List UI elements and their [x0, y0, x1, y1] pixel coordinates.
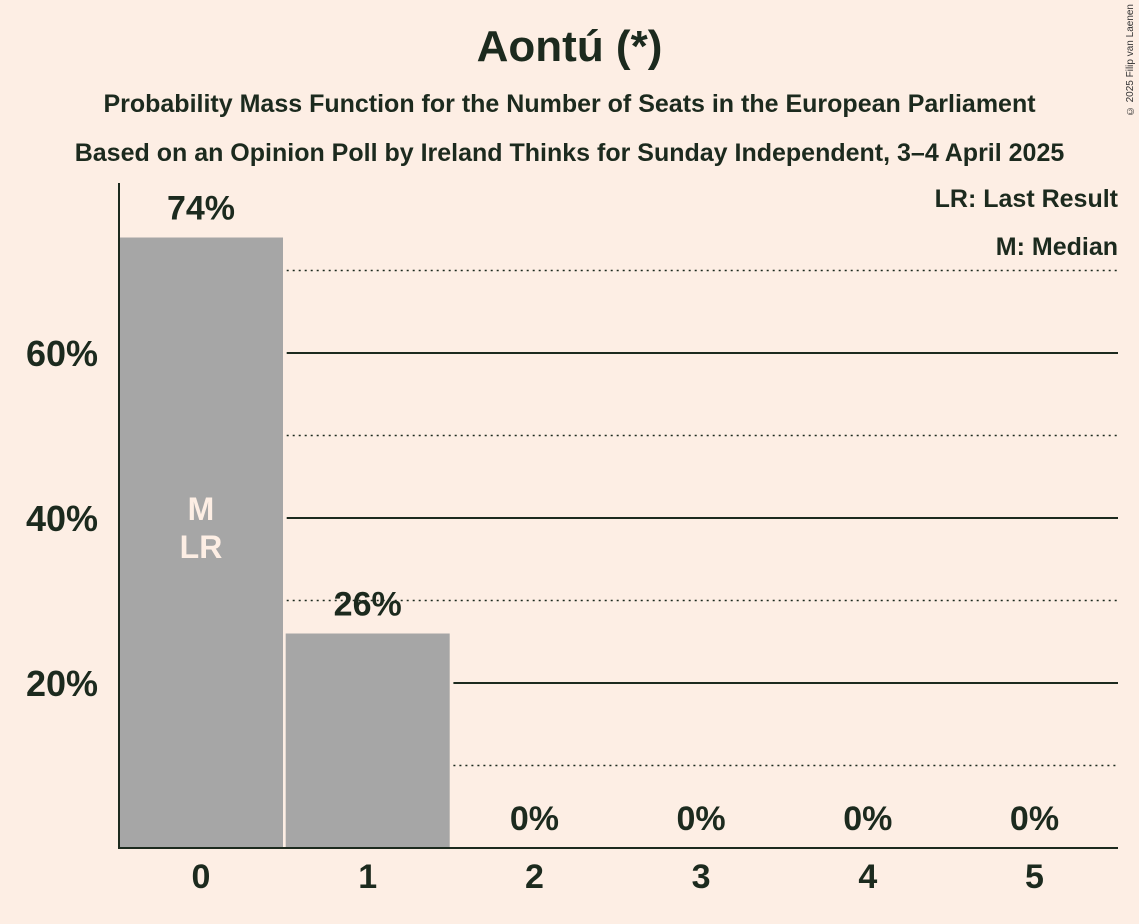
x-tick-label: 3 [692, 858, 711, 896]
bar-value-label: 0% [510, 800, 559, 838]
y-tick-label: 60% [26, 333, 98, 374]
bar-value-label: 0% [677, 800, 726, 838]
x-tick-label: 1 [358, 858, 377, 896]
y-tick-label: 40% [26, 498, 98, 539]
x-tick-label: 0 [192, 858, 211, 896]
chart-subtitle: Probability Mass Function for the Number… [103, 90, 1036, 118]
x-tick-label: 4 [858, 858, 877, 896]
bar-annotation: M [188, 491, 215, 527]
bar-value-label: 74% [167, 190, 235, 228]
x-tick-label: 2 [525, 858, 544, 896]
legend-median: M: Median [995, 233, 1118, 261]
bar-value-label: 0% [843, 800, 892, 838]
bar-value-label: 0% [1010, 800, 1059, 838]
bar [119, 237, 283, 848]
bar-annotation: LR [180, 529, 223, 565]
x-tick-label: 5 [1025, 858, 1044, 896]
bar-value-label: 26% [334, 586, 402, 624]
y-tick-label: 20% [26, 663, 98, 704]
chart-source: Based on an Opinion Poll by Ireland Thin… [74, 139, 1065, 167]
chart-title: Aontú (*) [476, 22, 663, 71]
bar [285, 633, 450, 848]
legend-last-result: LR: Last Result [934, 185, 1118, 213]
